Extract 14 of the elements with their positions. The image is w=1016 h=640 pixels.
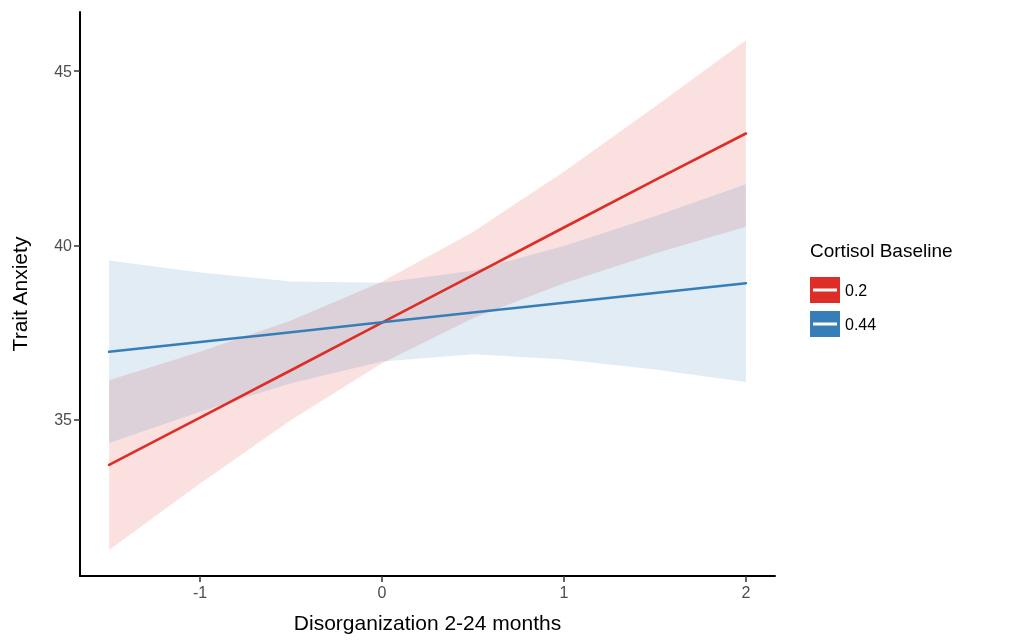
x-tick-label: 2 bbox=[741, 583, 751, 601]
legend-title: Cortisol Baseline bbox=[810, 240, 953, 261]
line-series bbox=[107, 281, 748, 354]
y-tick-label: 45 bbox=[54, 62, 73, 80]
legend-label: 0.44 bbox=[845, 315, 877, 333]
y-tick-label: 40 bbox=[54, 236, 73, 254]
legend-label: 0.2 bbox=[845, 281, 868, 299]
x-tick-label: 0 bbox=[377, 583, 387, 601]
x-tick-label: 1 bbox=[559, 583, 569, 601]
x-tick-label: -1 bbox=[192, 583, 208, 601]
x-axis-title: Disorganization 2-24 months bbox=[293, 611, 562, 634]
y-tick-label: 35 bbox=[54, 410, 73, 428]
line-series bbox=[107, 132, 748, 467]
y-axis-title: Trait Anxiety bbox=[8, 236, 31, 352]
